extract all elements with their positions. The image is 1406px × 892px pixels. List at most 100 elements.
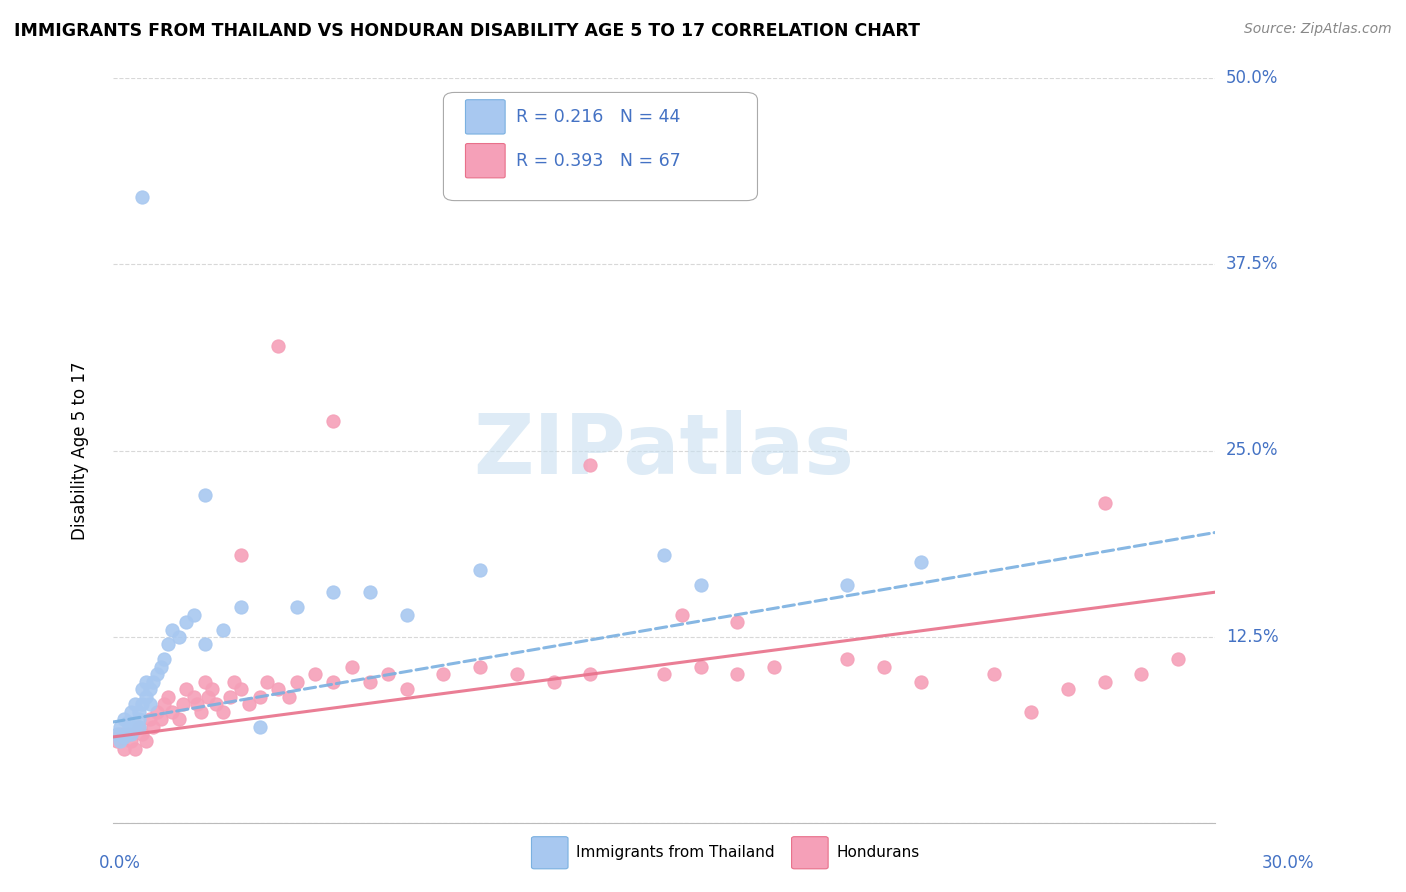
- Point: [432, 667, 454, 681]
- Point: [124, 719, 146, 733]
- Point: [194, 674, 217, 689]
- Point: [222, 674, 245, 689]
- Point: [142, 719, 165, 733]
- Point: [138, 712, 160, 726]
- Point: [359, 674, 381, 689]
- Text: 50.0%: 50.0%: [1226, 69, 1278, 87]
- Point: [197, 690, 219, 704]
- Point: [108, 719, 131, 733]
- Point: [267, 339, 290, 353]
- Point: [167, 630, 190, 644]
- Point: [873, 660, 896, 674]
- Point: [128, 712, 150, 726]
- Point: [153, 652, 176, 666]
- Point: [470, 563, 492, 577]
- Point: [160, 705, 183, 719]
- Text: Source: ZipAtlas.com: Source: ZipAtlas.com: [1244, 22, 1392, 37]
- Point: [128, 719, 150, 733]
- Point: [1094, 674, 1116, 689]
- Point: [149, 660, 172, 674]
- Point: [1094, 496, 1116, 510]
- Point: [135, 690, 157, 704]
- Point: [131, 727, 153, 741]
- Point: [763, 660, 786, 674]
- Point: [194, 488, 217, 502]
- Point: [138, 697, 160, 711]
- Point: [304, 667, 326, 681]
- Point: [160, 623, 183, 637]
- Text: 30.0%: 30.0%: [1263, 855, 1315, 872]
- Point: [837, 578, 859, 592]
- Text: R = 0.216   N = 44: R = 0.216 N = 44: [516, 108, 681, 126]
- Point: [112, 712, 135, 726]
- Text: R = 0.393   N = 67: R = 0.393 N = 67: [516, 152, 681, 169]
- FancyBboxPatch shape: [465, 100, 505, 134]
- Text: 25.0%: 25.0%: [1226, 442, 1278, 459]
- Text: 37.5%: 37.5%: [1226, 255, 1278, 273]
- Point: [120, 734, 142, 748]
- Point: [256, 674, 278, 689]
- Point: [267, 682, 290, 697]
- Point: [359, 585, 381, 599]
- Point: [579, 667, 602, 681]
- Point: [194, 637, 217, 651]
- Point: [131, 697, 153, 711]
- Point: [322, 585, 344, 599]
- Point: [156, 690, 179, 704]
- Y-axis label: Disability Age 5 to 17: Disability Age 5 to 17: [72, 361, 89, 540]
- Point: [238, 697, 260, 711]
- Point: [249, 690, 271, 704]
- Point: [172, 697, 194, 711]
- Point: [671, 607, 693, 622]
- Point: [579, 458, 602, 473]
- Point: [142, 674, 165, 689]
- Point: [108, 734, 131, 748]
- Point: [543, 674, 565, 689]
- Point: [117, 727, 139, 741]
- Point: [176, 682, 198, 697]
- Point: [322, 414, 344, 428]
- Text: 12.5%: 12.5%: [1226, 628, 1278, 646]
- Text: 0.0%: 0.0%: [98, 855, 141, 872]
- Point: [340, 660, 363, 674]
- Point: [983, 667, 1005, 681]
- Point: [108, 727, 131, 741]
- Point: [176, 615, 198, 629]
- Point: [201, 682, 224, 697]
- Point: [1130, 667, 1153, 681]
- Point: [470, 660, 492, 674]
- Point: [506, 667, 529, 681]
- Point: [910, 555, 932, 569]
- Text: Hondurans: Hondurans: [837, 846, 920, 860]
- Point: [725, 615, 748, 629]
- FancyBboxPatch shape: [465, 144, 505, 178]
- Point: [183, 690, 205, 704]
- Point: [837, 652, 859, 666]
- Point: [117, 714, 139, 729]
- Point: [112, 730, 135, 744]
- Point: [278, 690, 301, 704]
- Point: [1057, 682, 1080, 697]
- Text: Immigrants from Thailand: Immigrants from Thailand: [576, 846, 775, 860]
- Point: [212, 623, 235, 637]
- Point: [149, 712, 172, 726]
- Point: [395, 682, 418, 697]
- Point: [725, 667, 748, 681]
- Point: [395, 607, 418, 622]
- Point: [689, 578, 711, 592]
- Point: [910, 674, 932, 689]
- Point: [138, 682, 160, 697]
- Point: [231, 682, 253, 697]
- Point: [322, 674, 344, 689]
- Point: [112, 742, 135, 756]
- Point: [128, 719, 150, 733]
- Point: [124, 742, 146, 756]
- Point: [135, 734, 157, 748]
- Text: ZIPatlas: ZIPatlas: [474, 410, 855, 491]
- Point: [131, 682, 153, 697]
- Point: [124, 697, 146, 711]
- Point: [204, 697, 226, 711]
- Point: [652, 667, 675, 681]
- FancyBboxPatch shape: [443, 93, 758, 201]
- Point: [156, 637, 179, 651]
